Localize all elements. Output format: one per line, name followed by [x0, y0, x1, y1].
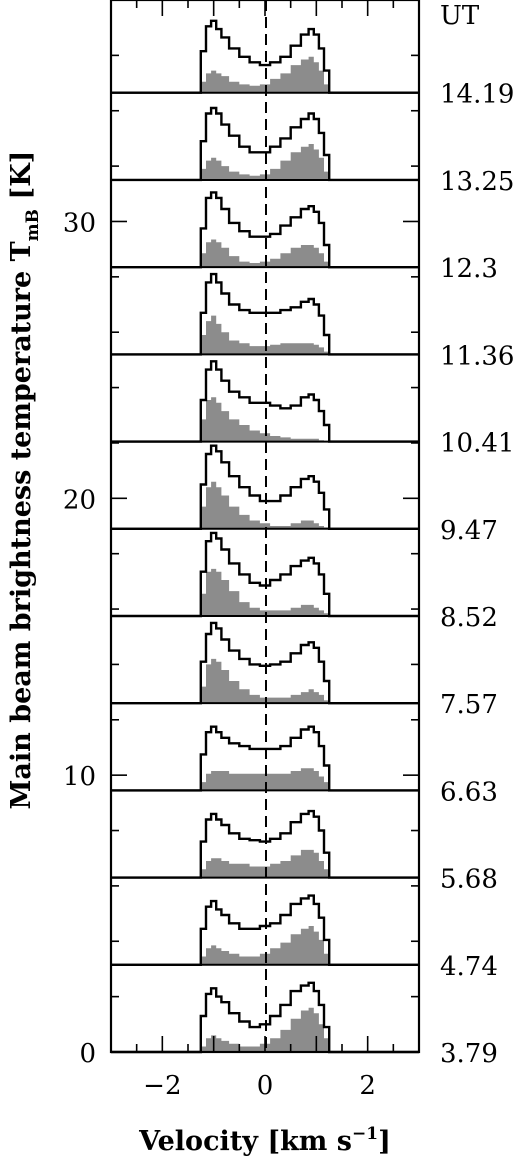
x-tick-label-2: 2	[359, 1071, 376, 1101]
y-axis-label-unit: [K]	[6, 151, 37, 209]
ut-label-10.41: 10.41	[440, 429, 514, 459]
ut-label-9.47: 9.47	[440, 516, 498, 546]
ut-label-13.25: 13.25	[440, 167, 514, 197]
black-spectrum-line-12.3	[111, 191, 419, 269]
x-axis-label: Velocity [km s−1]	[138, 1124, 391, 1157]
ut-label-4.74: 4.74	[440, 952, 498, 982]
black-spectrum-line-10.41	[111, 360, 419, 443]
y-tick-labels: 0 10 20 30	[63, 208, 96, 1069]
spectrum-panel-10.41	[111, 360, 419, 443]
ut-label-7.57: 7.57	[440, 690, 498, 720]
ut-header: UT	[440, 1, 480, 31]
black-spectrum-line-4.74	[111, 894, 419, 966]
black-spectrum-line-14.19	[111, 19, 419, 94]
black-spectrum-line-9.47	[111, 444, 419, 530]
x-axis-label-superscript: −1	[352, 1124, 378, 1144]
gray-spectrum-area-8.52	[111, 568, 419, 616]
x-tick-labels: −2 0 2	[143, 1071, 376, 1101]
black-spectrum-line-13.25	[111, 106, 419, 182]
y-axis-label-main: Main beam brightness temperature T	[6, 241, 37, 809]
y-tick-label-1: 10	[63, 762, 96, 792]
y-tick-label-0: 0	[79, 1039, 96, 1069]
ut-time-labels: 3.79 4.74 5.68 6.63 7.57 8.52 9.47 10.41 11.36 12…	[440, 80, 514, 1069]
ut-label-3.79: 3.79	[440, 1039, 498, 1069]
y-axis-label-subscript: mB	[23, 209, 43, 241]
y-tick-label-3: 30	[63, 208, 96, 238]
y-axis-label: Main beam brightness temperature TmB [K]	[6, 151, 43, 810]
ut-label-11.36: 11.36	[440, 341, 514, 371]
gray-spectrum-area-6.63	[111, 768, 419, 791]
ut-label-12.3: 12.3	[440, 254, 498, 284]
x-tick-label-1: 0	[257, 1071, 274, 1101]
x-axis-label-close: ]	[378, 1126, 391, 1157]
ut-label-6.63: 6.63	[440, 777, 498, 807]
ut-label-5.68: 5.68	[440, 865, 498, 895]
ut-label-14.19: 14.19	[440, 80, 514, 110]
y-tick-label-2: 20	[63, 485, 96, 515]
gray-spectrum-area-9.47	[111, 481, 419, 529]
x-tick-label-0: −2	[143, 1071, 181, 1101]
x-axis-label-main: Velocity [km s	[138, 1126, 352, 1157]
ut-label-8.52: 8.52	[440, 603, 498, 633]
